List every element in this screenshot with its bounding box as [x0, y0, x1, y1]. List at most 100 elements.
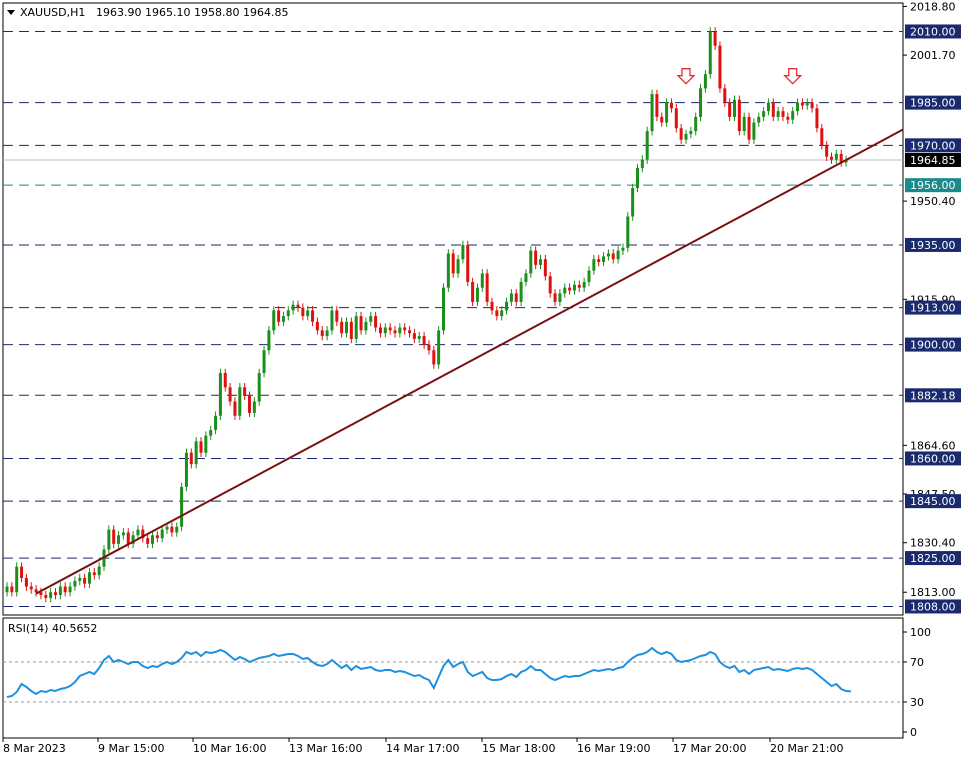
candle[interactable] — [820, 123, 824, 150]
candle[interactable] — [602, 252, 606, 267]
candle[interactable] — [252, 397, 256, 418]
candle[interactable] — [97, 562, 101, 580]
candle[interactable] — [810, 98, 814, 113]
candle[interactable] — [796, 98, 800, 116]
candle[interactable] — [160, 525, 164, 543]
candle[interactable] — [548, 271, 552, 298]
candle[interactable] — [359, 311, 363, 335]
candle[interactable] — [805, 98, 809, 110]
candle[interactable] — [199, 437, 203, 458]
candle[interactable] — [320, 326, 324, 341]
candle[interactable] — [427, 340, 431, 355]
candle[interactable] — [155, 531, 159, 543]
candle[interactable] — [519, 277, 523, 307]
candle[interactable] — [24, 573, 28, 591]
candle[interactable] — [694, 112, 698, 136]
candle[interactable] — [296, 300, 300, 312]
candle[interactable] — [340, 317, 344, 338]
candle[interactable] — [136, 525, 140, 540]
level-tag[interactable]: 1900.00 — [905, 337, 961, 352]
candle[interactable] — [39, 587, 43, 600]
candle[interactable] — [703, 69, 707, 93]
candle[interactable] — [665, 98, 669, 127]
candle[interactable] — [689, 126, 693, 139]
candle[interactable] — [830, 152, 833, 164]
candle[interactable] — [364, 317, 368, 335]
candle[interactable] — [733, 95, 736, 122]
candle[interactable] — [587, 266, 591, 287]
candle[interactable] — [238, 383, 242, 421]
candle[interactable] — [771, 98, 775, 122]
candle[interactable] — [631, 183, 635, 221]
candle[interactable] — [679, 123, 683, 144]
candle[interactable] — [737, 95, 741, 136]
candle[interactable] — [83, 573, 87, 588]
candle[interactable] — [228, 383, 232, 406]
candle[interactable] — [640, 155, 644, 173]
candle[interactable] — [791, 106, 795, 124]
candle[interactable] — [262, 346, 266, 378]
candle[interactable] — [475, 283, 479, 307]
level-tag[interactable]: 1860.00 — [905, 451, 961, 466]
candle[interactable] — [432, 346, 436, 369]
candle[interactable] — [325, 326, 329, 341]
candle[interactable] — [616, 246, 620, 264]
candle[interactable] — [189, 448, 193, 469]
candle[interactable] — [742, 112, 746, 136]
candle[interactable] — [131, 531, 135, 549]
candles-layer[interactable] — [5, 27, 848, 603]
candle[interactable] — [121, 528, 125, 540]
candle[interactable] — [286, 306, 290, 321]
candle[interactable] — [674, 104, 678, 133]
candle[interactable] — [209, 425, 213, 440]
candle[interactable] — [446, 249, 450, 292]
candle[interactable] — [539, 254, 542, 270]
candle[interactable] — [301, 303, 305, 321]
candle[interactable] — [553, 289, 557, 307]
candle[interactable] — [471, 277, 475, 307]
candle[interactable] — [315, 317, 319, 335]
candle[interactable] — [44, 590, 48, 603]
candle[interactable] — [514, 289, 518, 307]
candle[interactable] — [592, 254, 596, 275]
candle[interactable] — [437, 326, 441, 369]
candle[interactable] — [393, 326, 397, 338]
candle[interactable] — [218, 368, 222, 421]
candle[interactable] — [684, 129, 688, 144]
level-tag[interactable]: 1985.00 — [905, 95, 961, 110]
candle[interactable] — [606, 249, 610, 261]
candle[interactable] — [776, 106, 780, 122]
candle[interactable] — [500, 306, 504, 321]
candle[interactable] — [354, 311, 358, 344]
candle[interactable] — [699, 84, 703, 122]
candle[interactable] — [73, 576, 77, 591]
candle[interactable] — [349, 317, 353, 344]
candle[interactable] — [194, 437, 198, 469]
candle[interactable] — [403, 323, 407, 335]
candle[interactable] — [834, 149, 838, 164]
candle[interactable] — [752, 118, 756, 144]
candle[interactable] — [577, 280, 581, 292]
candle[interactable] — [543, 254, 547, 281]
level-tag[interactable]: 1882.18 — [905, 388, 961, 403]
candle[interactable] — [107, 525, 111, 554]
candle[interactable] — [412, 328, 416, 344]
candle[interactable] — [650, 89, 654, 136]
candle[interactable] — [456, 254, 460, 278]
candle[interactable] — [466, 240, 470, 287]
candle[interactable] — [243, 383, 247, 401]
candle[interactable] — [223, 368, 227, 392]
candle[interactable] — [572, 280, 576, 295]
candle[interactable] — [10, 582, 14, 597]
candle[interactable] — [718, 41, 722, 93]
candle[interactable] — [655, 89, 659, 122]
candle[interactable] — [112, 525, 116, 549]
candle[interactable] — [277, 306, 281, 327]
level-tag[interactable]: 2010.00 — [905, 24, 961, 39]
candle[interactable] — [5, 582, 9, 597]
candle[interactable] — [291, 300, 295, 315]
candle[interactable] — [20, 562, 24, 583]
candle[interactable] — [480, 269, 484, 292]
candle[interactable] — [766, 98, 770, 116]
candle[interactable] — [408, 326, 412, 338]
